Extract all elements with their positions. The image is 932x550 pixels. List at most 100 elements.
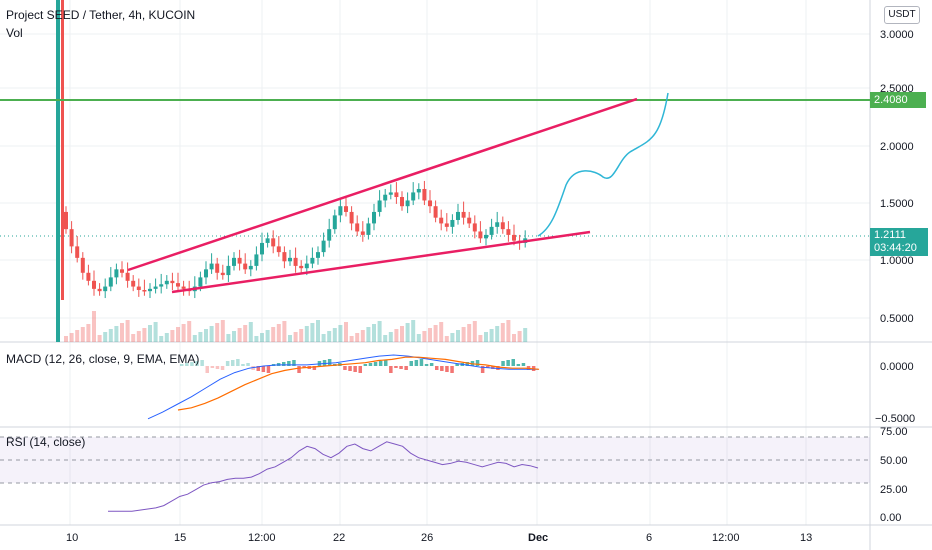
candle-body — [276, 246, 281, 253]
macd-histogram-bar — [450, 366, 454, 373]
candle-body — [176, 283, 180, 287]
volume-bar — [416, 334, 421, 342]
volume-bar — [288, 335, 292, 342]
candle-body — [456, 211, 460, 220]
candle-body — [500, 222, 505, 230]
volume-bar — [500, 323, 505, 342]
time-tick: 6 — [646, 532, 652, 544]
volume-bar — [366, 327, 371, 342]
candle-body — [332, 215, 337, 230]
candle-body — [338, 206, 343, 216]
candle-body — [439, 217, 444, 224]
macd-label[interactable]: MACD (12, 26, close, 9, EMA, EMA) — [6, 352, 200, 366]
macd-histogram-bar — [261, 366, 266, 372]
volume-bar — [489, 329, 494, 342]
volume-bar — [75, 330, 80, 342]
candle-body — [204, 269, 208, 278]
volume-bar — [383, 335, 388, 342]
volume-bar — [148, 325, 152, 342]
upper-trendline[interactable] — [127, 97, 638, 272]
macd-tick: −0.5000 — [875, 413, 915, 425]
macd-histogram-bar — [404, 366, 408, 370]
volume-bar — [114, 326, 119, 342]
rsi-tick: 0.00 — [880, 512, 901, 524]
candle-body — [288, 257, 292, 262]
volume-bar — [299, 329, 304, 342]
projection-curve[interactable] — [537, 92, 669, 237]
rsi-tick: 50.00 — [880, 455, 908, 467]
volume-bar — [103, 332, 108, 342]
macd-histogram-bar — [414, 360, 419, 366]
macd-histogram-bar — [292, 360, 296, 366]
volume-bar — [276, 324, 281, 342]
chart-title[interactable]: Project SEED / Tether, 4h, KUCOIN — [6, 8, 196, 22]
volume-bar — [444, 336, 449, 342]
current-price-value: 1.2111 — [874, 229, 907, 241]
volume-bar — [131, 334, 136, 342]
candle-body — [422, 188, 427, 201]
volume-bar — [411, 320, 416, 342]
volume-bar — [136, 331, 141, 342]
currency-badge[interactable]: USDT — [884, 6, 920, 24]
candle-body — [400, 197, 404, 207]
candle-body — [97, 288, 102, 292]
candle-body — [265, 238, 270, 243]
macd-histogram-bar — [343, 366, 347, 370]
candle-body — [512, 234, 516, 241]
candle-body — [136, 286, 141, 291]
macd-histogram-bar — [348, 366, 352, 371]
candle-body — [271, 238, 276, 247]
candle-body — [159, 284, 164, 287]
candle-body — [64, 211, 68, 230]
volume-bar — [349, 336, 354, 342]
volume-bar — [310, 323, 315, 342]
candle-body — [304, 263, 309, 269]
volume-bar — [405, 323, 410, 342]
candle-body — [450, 219, 455, 227]
candle-body — [377, 200, 382, 212]
candle-body — [461, 211, 466, 218]
macd-histogram-bar — [220, 366, 225, 370]
volume-bar — [321, 334, 326, 342]
volume-bar — [316, 320, 320, 342]
candle-body — [209, 263, 214, 270]
candle-body — [316, 252, 320, 258]
resistance-price-tag: 2.4080 — [870, 92, 926, 108]
candle-body — [282, 252, 287, 262]
lower-trendline[interactable] — [171, 230, 591, 294]
volume-bar — [125, 320, 130, 342]
macd-histogram-bar — [185, 363, 189, 366]
volume-bar — [86, 324, 91, 342]
volume-label[interactable]: Vol — [6, 26, 23, 40]
candle-body — [489, 226, 494, 235]
macd-histogram-bar — [205, 366, 209, 373]
macd-histogram-bar — [210, 366, 215, 368]
candle-countdown: 03:44:20 — [874, 242, 917, 254]
candle-body — [478, 231, 483, 239]
macd-axis: 0.0000 −0.5000 — [875, 361, 915, 425]
macd-histogram-bar — [287, 361, 291, 366]
macd-histogram-bar — [353, 366, 357, 372]
volume-bar — [304, 326, 309, 342]
candlestick-series — [64, 180, 528, 299]
candle-body — [148, 288, 152, 292]
macd-histogram-bar — [322, 360, 327, 366]
macd-histogram-bar — [266, 366, 271, 373]
spike-candle-up — [56, 0, 60, 342]
candle-body — [170, 280, 175, 284]
volume-bar — [433, 325, 438, 342]
volume-bar — [64, 336, 68, 342]
candle-body — [108, 277, 113, 287]
candle-body — [75, 246, 80, 258]
rsi-label[interactable]: RSI (14, close) — [6, 435, 86, 449]
volume-bar — [187, 321, 192, 342]
volume-bar — [232, 331, 236, 342]
macd-histogram-bar — [236, 359, 240, 366]
volume-bar — [204, 329, 208, 342]
macd-histogram-bar — [521, 363, 526, 366]
volume-bar — [355, 333, 360, 342]
macd-histogram-bar — [480, 366, 485, 373]
time-tick: 12:00 — [248, 532, 276, 544]
macd-histogram-bar — [373, 362, 378, 366]
